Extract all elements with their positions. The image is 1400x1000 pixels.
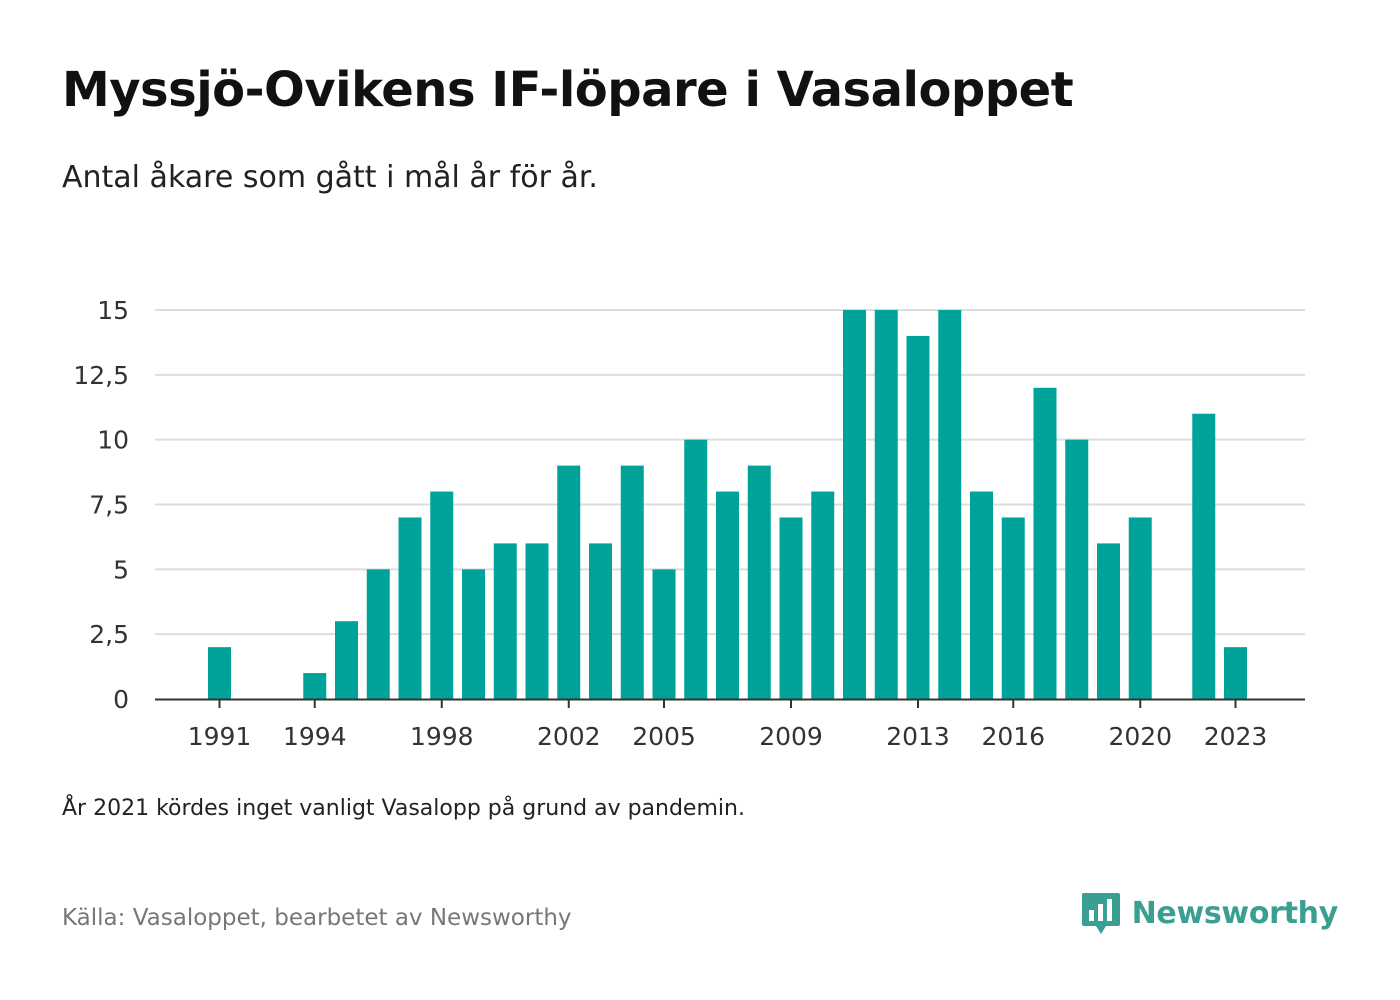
bar-1996	[366, 569, 390, 699]
bars	[208, 310, 1247, 699]
bar-2016	[1001, 517, 1025, 699]
bar-2022	[1192, 413, 1216, 699]
source-text: Källa: Vasaloppet, bearbetet av Newswort…	[62, 905, 572, 931]
bar-2023	[1224, 647, 1247, 699]
bar-2019	[1097, 543, 1120, 699]
brand: Newsworthy	[1080, 890, 1338, 936]
x-tick-label: 1998	[410, 722, 474, 751]
bar-2020	[1128, 517, 1152, 699]
bar-2010	[811, 491, 835, 699]
chart-title: Myssjö-Ovikens IF-löpare i Vasaloppet	[62, 62, 1074, 118]
bar-2014	[938, 310, 962, 699]
bar-2007	[716, 491, 739, 699]
y-tick-label: 7,5	[89, 491, 129, 520]
x-tick-label: 2002	[537, 722, 601, 751]
x-tick-label: 2020	[1108, 722, 1172, 751]
bar-1995	[335, 621, 358, 699]
bar-2011	[843, 310, 866, 699]
bar-2006	[684, 439, 708, 699]
y-tick-label: 2,5	[89, 620, 129, 649]
bar-2001	[525, 543, 549, 699]
bar-1998	[430, 491, 454, 699]
axes: 0 2,5 5 7,5 10 12,5 15 1991 1994 1998 2002 2005 2009…	[73, 296, 1305, 751]
y-tick-label: 0	[113, 685, 129, 714]
x-tick-label: 2016	[981, 722, 1045, 751]
y-tick-label: 10	[97, 426, 129, 455]
bar-2000	[493, 543, 517, 699]
x-tick-label: 2005	[632, 722, 696, 751]
bar-1994	[303, 673, 327, 699]
footnote: År 2021 kördes inget vanligt Vasalopp på…	[62, 796, 745, 821]
chart-subtitle: Antal åkare som gått i mål år för år.	[62, 160, 598, 195]
x-tick-label: 1991	[188, 722, 252, 751]
bar-2015	[970, 491, 993, 699]
bar-2002	[557, 465, 581, 699]
bar-2009	[779, 517, 803, 699]
x-tick-label: 2023	[1204, 722, 1268, 751]
y-tick-label: 15	[97, 296, 129, 325]
bar-2008	[747, 465, 771, 699]
bar-2018	[1065, 439, 1089, 699]
bar-2012	[874, 310, 898, 699]
bar-2003	[589, 543, 612, 699]
brand-name: Newsworthy	[1131, 895, 1339, 931]
bar-1991	[208, 647, 231, 699]
y-tick-label: 5	[113, 555, 129, 584]
x-tick-label: 2013	[886, 722, 950, 751]
bar-2005	[652, 569, 676, 699]
bar-2004	[620, 465, 644, 699]
bar-2013	[906, 335, 930, 699]
y-tick-label: 12,5	[73, 361, 129, 390]
bar-2017	[1033, 387, 1057, 699]
bar-1997	[398, 517, 422, 699]
x-tick-label: 1994	[283, 722, 347, 751]
x-tick-label: 2009	[759, 722, 823, 751]
bar-1999	[462, 569, 485, 699]
newsworthy-logo-icon	[1081, 893, 1120, 934]
